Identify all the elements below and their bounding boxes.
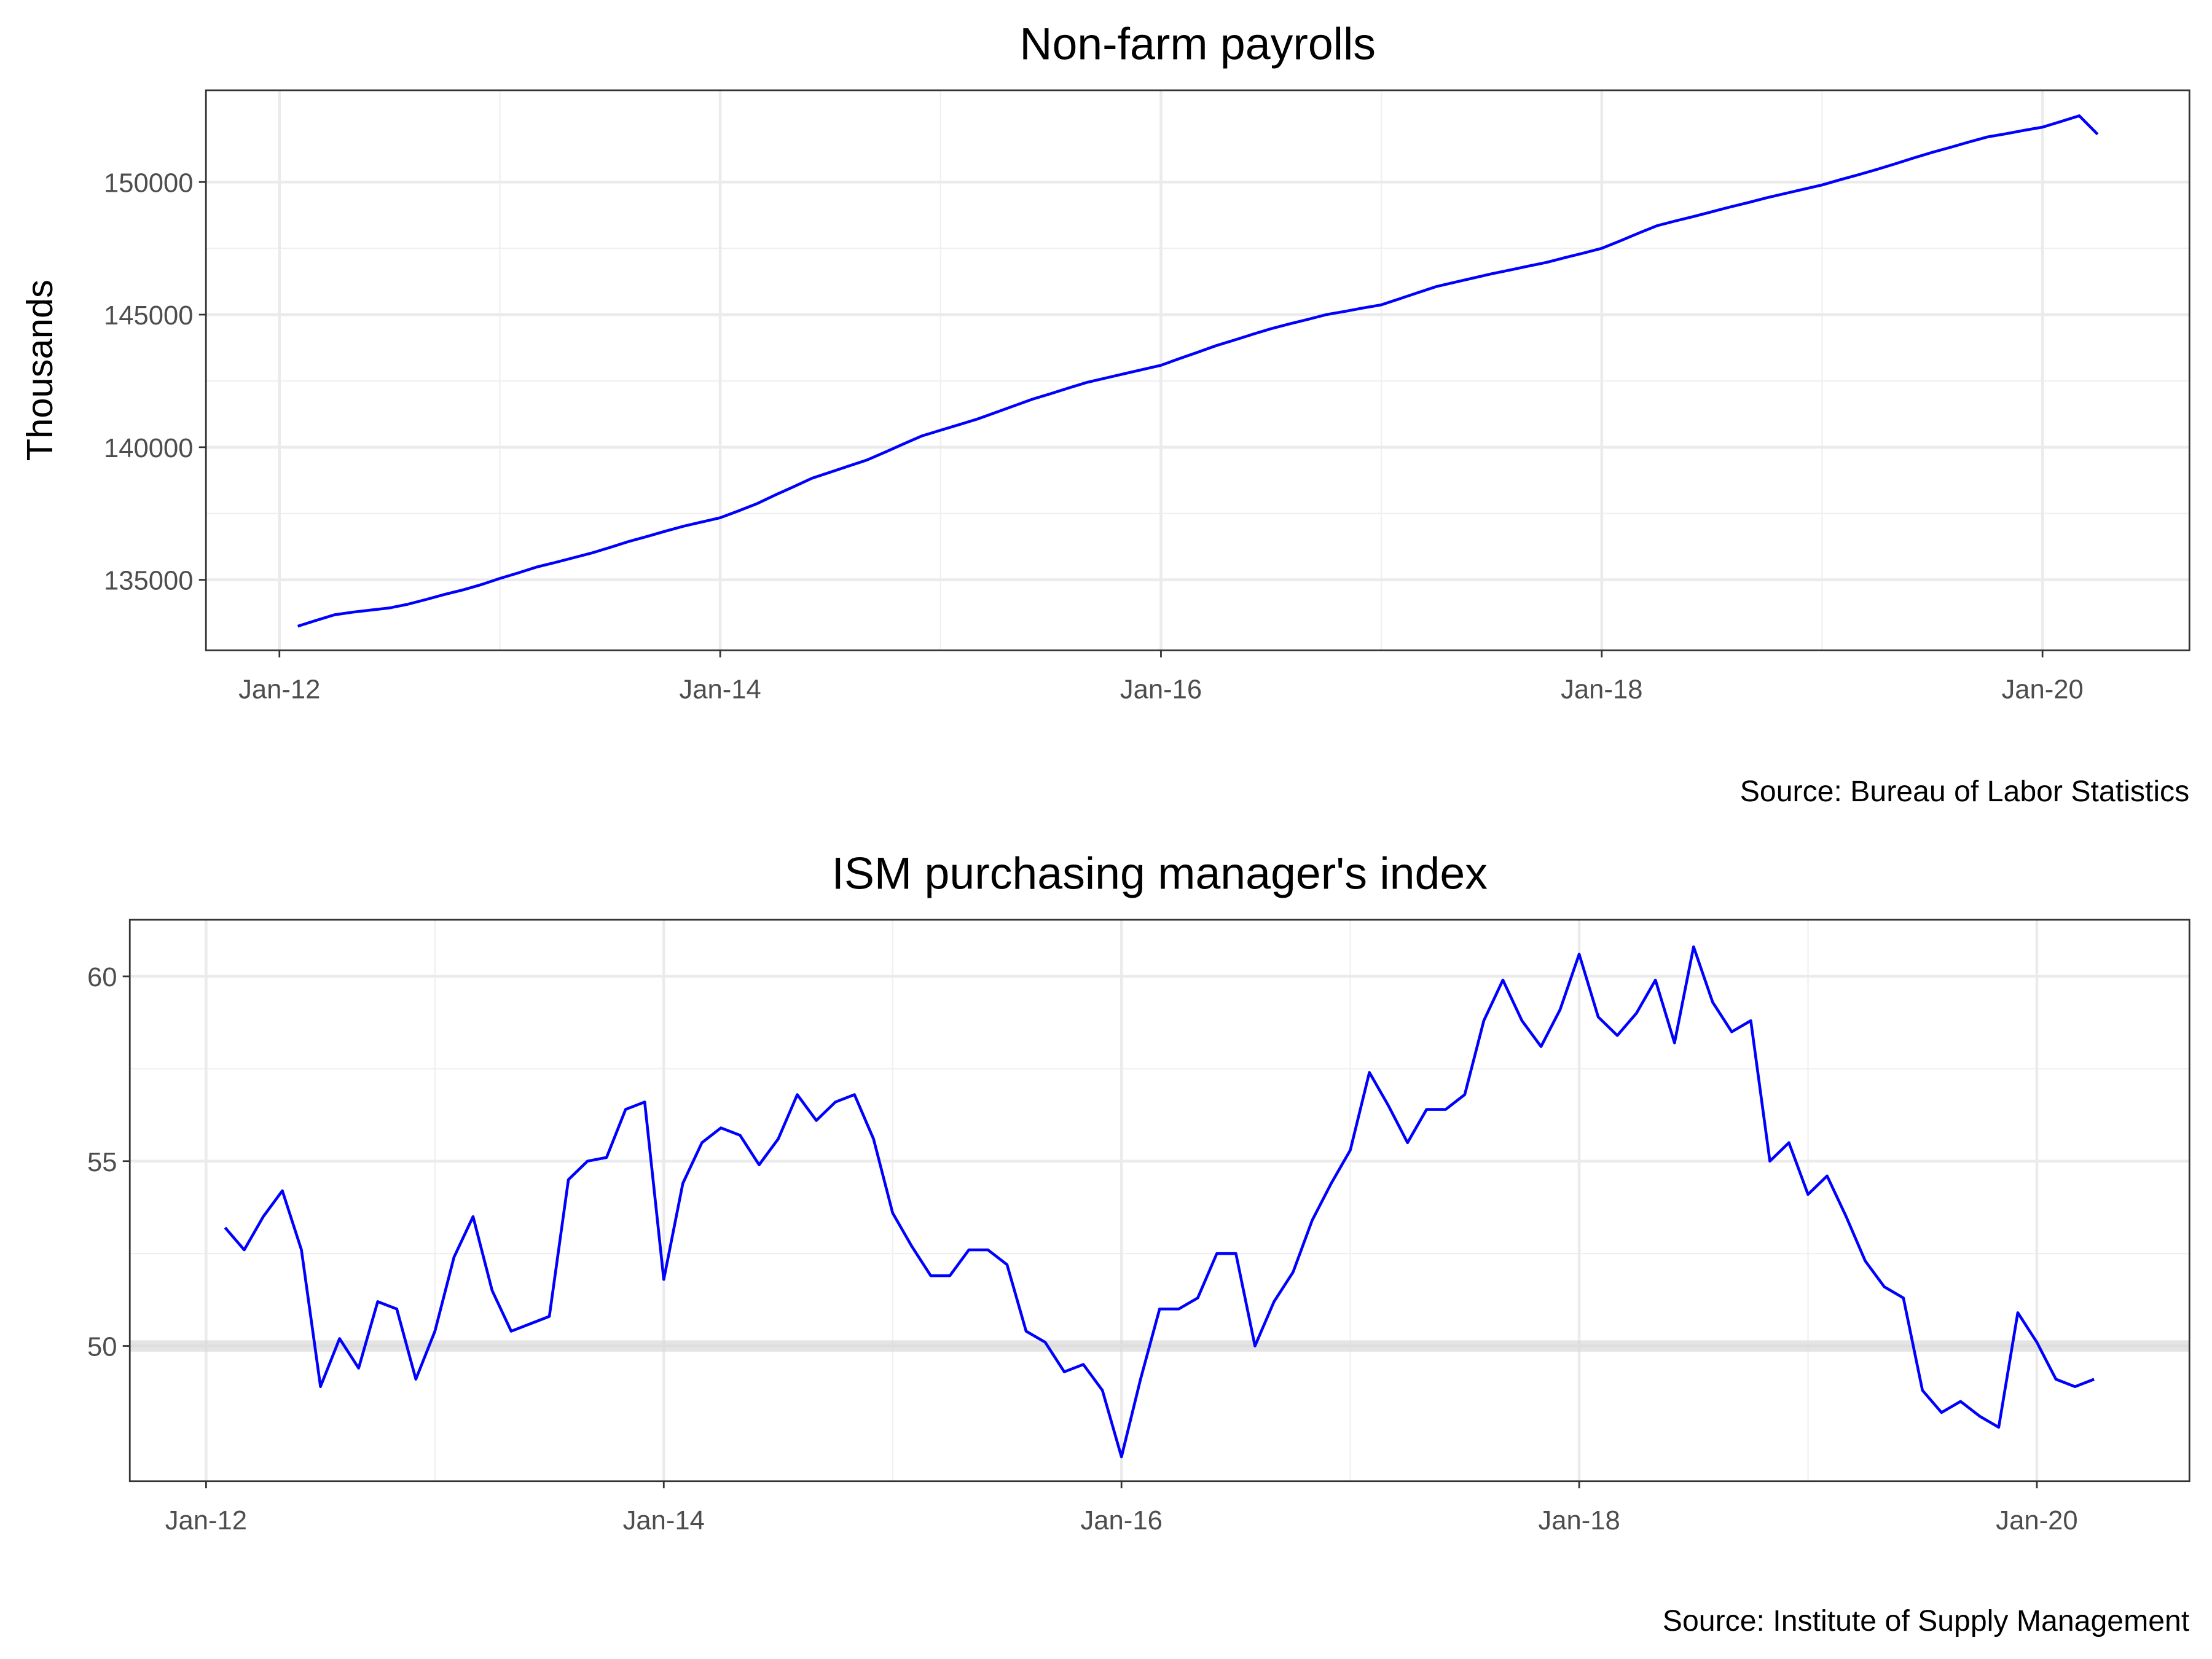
plot-panel	[130, 919, 2190, 1481]
y-tick-label: 60	[87, 963, 117, 992]
x-tick-label: Jan-12	[165, 1506, 247, 1535]
panel-border	[205, 89, 2190, 651]
x-tick-label: Jan-16	[1120, 675, 1202, 704]
x-tick-label: Jan-18	[1538, 1506, 1620, 1535]
source-note: Source: Bureau of Labor Statistics	[1740, 775, 2189, 808]
x-tick-label: Jan-14	[623, 1506, 705, 1535]
y-tick-label: 50	[87, 1333, 117, 1362]
chart-title: ISM purchasing manager's index	[832, 847, 1488, 898]
x-tick-label: Jan-20	[1996, 1506, 2077, 1535]
panel-border	[128, 919, 2190, 1483]
chart-title: Non-farm payrolls	[1019, 18, 1376, 69]
y-tick-label: 135000	[104, 567, 194, 596]
x-tick-label: Jan-12	[238, 675, 320, 704]
x-tick-label: Jan-20	[2001, 675, 2083, 704]
y-axis-title: Thousands	[19, 280, 60, 461]
y-tick-label: 140000	[104, 434, 194, 463]
x-tick-label: Jan-18	[1561, 675, 1642, 704]
y-tick-label: 55	[87, 1148, 117, 1177]
y-tick-label: 150000	[104, 168, 194, 198]
source-note: Source: Institute of Supply Management	[1663, 1604, 2190, 1637]
x-tick-label: Jan-16	[1080, 1506, 1162, 1535]
data-line	[224, 945, 2095, 1459]
y-tick-label: 145000	[104, 301, 194, 331]
x-tick-label: Jan-14	[679, 675, 761, 704]
data-line	[297, 114, 2099, 628]
plot-panel	[206, 90, 2190, 651]
